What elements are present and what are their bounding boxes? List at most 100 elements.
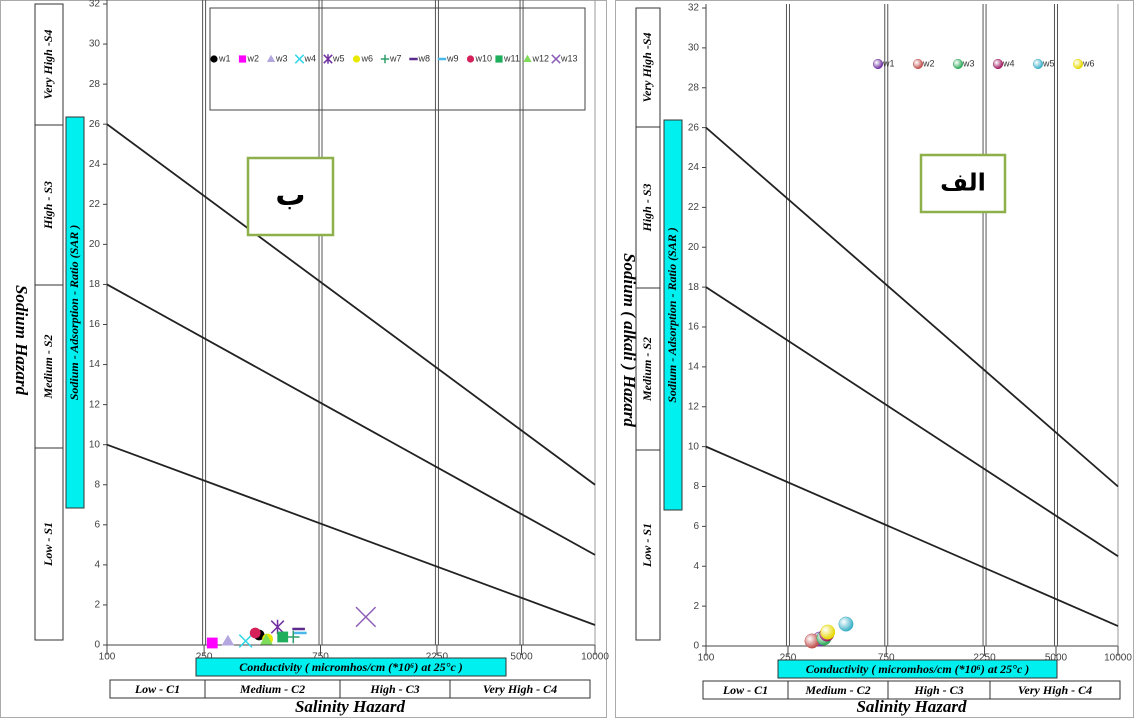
data-point: [221, 634, 235, 646]
data-point: [355, 606, 377, 628]
y-tick-label: 28: [688, 82, 700, 93]
legend-label: w4: [1002, 58, 1015, 68]
y-tick-label: 6: [94, 519, 100, 530]
y-tick-label: 24: [688, 162, 700, 173]
data-point: [238, 634, 253, 648]
legend-marker: [1072, 58, 1084, 70]
y-tick-label: 12: [89, 399, 101, 410]
x-class-label: Medium - C2: [804, 683, 870, 697]
x-tick-label: 5000: [510, 652, 533, 663]
legend-marker: [294, 54, 305, 64]
y-tick-label: 2: [94, 600, 100, 611]
marker-shape: [912, 58, 924, 70]
y-tick-label: 32: [688, 3, 700, 14]
y-tick-label: 30: [688, 43, 700, 54]
y-tick-label: 4: [693, 561, 699, 572]
x-tick-label: 2250: [426, 652, 449, 663]
legend-marker: [466, 55, 475, 63]
y-tick-label: 22: [688, 202, 700, 213]
y-class-box: [34, 447, 64, 641]
y-tick-label: 20: [89, 239, 101, 250]
x-class-label: Low - C1: [134, 682, 180, 696]
y-tick-label: 16: [89, 319, 101, 330]
marker-shape: [355, 606, 377, 628]
y-tick-label: 26: [89, 119, 101, 130]
x-axis-title: Salinity Hazard: [295, 697, 406, 716]
x-axis-subtitle: Conductivity ( micromhos/cm (*10⁶) at 25…: [239, 660, 463, 674]
marker-shape: [238, 55, 247, 63]
legend-label: w1: [218, 53, 231, 63]
x-class-box: [449, 679, 591, 699]
sodium-class-line: [106, 123, 596, 486]
x-tick-label: 10000: [1104, 653, 1132, 664]
data-point: [249, 627, 261, 639]
sodium-class-line: [106, 443, 596, 626]
y-tick-label: 4: [94, 560, 100, 571]
legend-marker: [551, 54, 561, 64]
y-tick-label: 30: [89, 39, 101, 50]
y-tick-label: 0: [693, 641, 699, 652]
sodium-class-line: [705, 286, 1119, 558]
y-tick-label: 26: [688, 122, 700, 133]
marker-shape: [551, 54, 561, 64]
legend-label: w8: [418, 53, 431, 63]
marker-shape: [992, 58, 1004, 70]
y-tick-label: 22: [89, 199, 101, 210]
legend-marker: [912, 58, 924, 70]
legend-marker: [210, 55, 218, 63]
annotation: ب: [275, 178, 305, 213]
legend-label: w6: [361, 53, 374, 63]
x-class-box: [989, 680, 1121, 700]
y-tick-label: 32: [89, 0, 101, 10]
sar-box: [65, 116, 85, 509]
marker-shape: [249, 627, 261, 639]
marker-shape: [238, 634, 253, 648]
legend-label: w2: [247, 53, 260, 63]
x-class-label: High - C3: [913, 683, 963, 697]
legend-marker: [952, 58, 964, 70]
x-tick-label: 250: [780, 653, 797, 664]
y-class-label: Low - S1: [41, 522, 55, 567]
y-class-box: [34, 284, 64, 449]
y-tick-label: 16: [688, 322, 700, 333]
y-axis-title: Sodium ( alkali ) Hazard: [620, 253, 639, 427]
y-class-label: Very High -S4: [41, 29, 55, 99]
marker-shape: [1072, 58, 1084, 70]
annotation-box: [246, 156, 335, 237]
x-axis-subtitle: Conductivity ( micromhos/cm (*10⁶) at 25…: [806, 662, 1030, 676]
y-tick-label: 6: [693, 521, 699, 532]
panel-frame: [0, 0, 607, 718]
marker-shape: [523, 54, 532, 62]
marker-shape: [838, 616, 854, 632]
x-class-label: High - C3: [369, 682, 419, 696]
marker-shape: [872, 58, 884, 70]
annotation-box: [919, 153, 1007, 214]
y-tick-label: 14: [89, 359, 101, 370]
x-class-label: Very High - C4: [1018, 683, 1092, 697]
x-tick-label: 10000: [581, 652, 609, 663]
x-tick-label: 100: [698, 653, 715, 664]
y-class-box: [635, 126, 661, 289]
legend-label: w2: [922, 58, 935, 68]
y-tick-label: 10: [688, 441, 700, 452]
legend-label: w10: [475, 53, 493, 63]
x-tick-label: 5000: [1045, 653, 1068, 664]
y-class-label: Very High -S4: [640, 32, 654, 102]
y-tick-label: 28: [89, 79, 101, 90]
legend-marker: [352, 55, 361, 63]
y-class-label: Medium - S2: [41, 334, 55, 399]
marker-shape: [294, 54, 305, 64]
x-class-label: Very High - C4: [483, 682, 557, 696]
data-point: [838, 616, 854, 632]
marker-shape: [380, 54, 390, 64]
legend-label: w5: [1042, 58, 1055, 68]
sar-box: [663, 119, 683, 511]
y-tick-label: 20: [688, 242, 700, 253]
sodium-class-line: [705, 445, 1119, 627]
annotation: الف: [940, 169, 986, 197]
legend-label: w11: [503, 53, 520, 63]
y-class-box: [635, 449, 661, 641]
x-tick-label: 2250: [973, 653, 996, 664]
y-tick-label: 0: [94, 640, 100, 651]
